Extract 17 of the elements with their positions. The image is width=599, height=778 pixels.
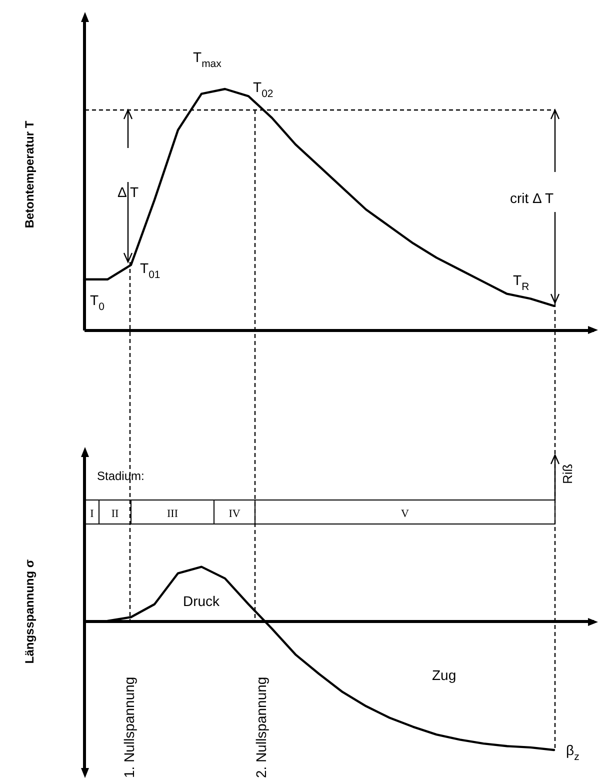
- annotation: 2. Nullspannung: [253, 676, 269, 778]
- annotation: T$_{0}$: [90, 292, 105, 313]
- annotation: crit Δ T: [510, 190, 554, 206]
- stage-table: I II III IV V: [84, 500, 556, 524]
- annotation: T$_{R}$: [513, 272, 530, 293]
- text: T$_{max}$: [193, 49, 222, 70]
- annotation: Druck: [183, 593, 221, 609]
- y-axis-title: Betontemperatur T: [22, 120, 36, 228]
- text: Riß: [560, 464, 575, 484]
- annotation: T$_{01}$: [140, 260, 160, 281]
- annotation: 1. Nullspannung: [121, 676, 137, 778]
- annotation: T$_{02}$: [253, 79, 274, 100]
- text: Stadium:: [97, 469, 144, 483]
- y-axis-title: Längsspannung σ: [22, 559, 36, 664]
- text: β$_{z}$: [566, 742, 580, 763]
- annotation: Δ T: [117, 184, 139, 200]
- annotation: Zug: [432, 667, 456, 683]
